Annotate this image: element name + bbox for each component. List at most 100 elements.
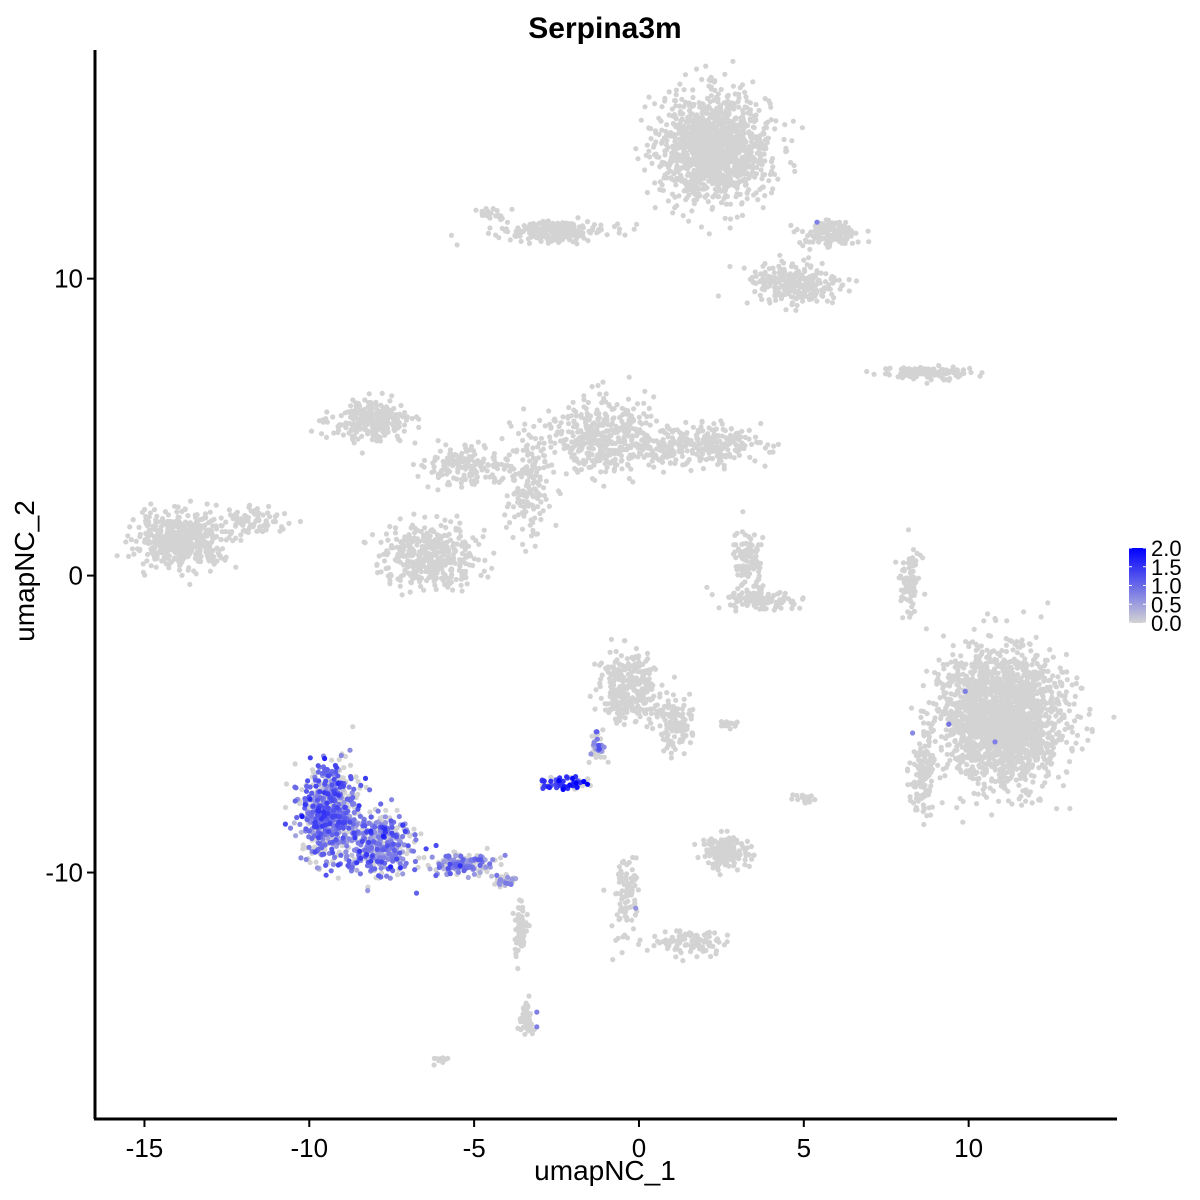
- data-point: [811, 291, 817, 297]
- data-point: [400, 572, 406, 578]
- data-point: [793, 273, 799, 279]
- data-point: [385, 537, 391, 543]
- data-point: [431, 464, 437, 470]
- data-point: [598, 222, 604, 228]
- data-point: [836, 219, 843, 225]
- data-point: [527, 223, 533, 229]
- data-point: [407, 571, 413, 577]
- data-point: [695, 147, 702, 153]
- data-point: [782, 122, 788, 128]
- data-point: [531, 231, 537, 237]
- data-point: [193, 526, 199, 532]
- data-point: [693, 432, 700, 438]
- data-point: [732, 91, 738, 97]
- data-point: [407, 589, 413, 595]
- data-point: [775, 176, 781, 182]
- data-point: [206, 544, 212, 551]
- chart-title: Serpina3m: [528, 12, 681, 45]
- data-point: [531, 423, 537, 429]
- data-point: [586, 432, 592, 438]
- data-point: [401, 422, 408, 428]
- data-point: [786, 286, 792, 292]
- data-point: [136, 524, 142, 531]
- data-point: [866, 239, 872, 245]
- data-point: [736, 138, 742, 144]
- data-point: [518, 238, 524, 244]
- data-point: [728, 593, 735, 600]
- data-point: [636, 414, 642, 420]
- data-point: [456, 535, 462, 541]
- data-point: [573, 413, 580, 419]
- data-point: [543, 478, 550, 484]
- data-point: [606, 440, 612, 446]
- data-point: [696, 100, 702, 106]
- data-point: [693, 66, 700, 72]
- data-point: [538, 499, 544, 505]
- data-point: [489, 565, 495, 571]
- data-point: [842, 234, 849, 240]
- data-point: [751, 603, 758, 609]
- data-point: [771, 443, 777, 449]
- data-point: [499, 436, 505, 442]
- data-point: [340, 432, 347, 438]
- data-point: [679, 443, 685, 449]
- data-point: [651, 142, 657, 148]
- data-point: [556, 423, 562, 429]
- data-point: [898, 598, 904, 604]
- data-point: [674, 167, 680, 173]
- data-point: [408, 580, 414, 586]
- data-point: [642, 167, 648, 173]
- data-point: [157, 527, 163, 533]
- data-point: [799, 273, 805, 280]
- data-point: [431, 528, 437, 535]
- data-point: [578, 414, 584, 420]
- data-point: [760, 534, 766, 541]
- data-point: [733, 608, 739, 614]
- data-point: [680, 139, 686, 145]
- data-point: [848, 231, 854, 237]
- data-point: [393, 412, 399, 418]
- data-point: [789, 261, 796, 267]
- data-point: [836, 233, 843, 239]
- data-point: [504, 493, 510, 499]
- data-point: [459, 568, 466, 575]
- data-point: [762, 285, 768, 291]
- data-point: [723, 201, 729, 207]
- data-point: [591, 462, 597, 468]
- data-point: [387, 577, 393, 583]
- data-point: [368, 400, 374, 406]
- data-point: [149, 549, 155, 555]
- data-point: [374, 435, 380, 441]
- data-point: [727, 225, 733, 231]
- data-point: [455, 457, 461, 463]
- data-point: [521, 406, 527, 412]
- data-point: [660, 469, 667, 475]
- data-point: [460, 574, 466, 580]
- data-point: [940, 372, 946, 378]
- data-point: [715, 91, 722, 97]
- data-point: [589, 476, 596, 482]
- data-point: [683, 419, 689, 425]
- data-point: [338, 413, 344, 419]
- data-point: [832, 229, 838, 235]
- data-point: [740, 131, 747, 137]
- data-point: [750, 143, 756, 149]
- data-point: [648, 136, 654, 142]
- data-point: [616, 226, 623, 232]
- data-point: [413, 414, 420, 420]
- data-point: [699, 419, 705, 425]
- data-point: [768, 190, 775, 196]
- data-point: [819, 235, 825, 241]
- data-point: [482, 445, 488, 451]
- data-point: [706, 231, 712, 237]
- data-point: [691, 441, 697, 447]
- data-point: [210, 554, 216, 560]
- data-point: [683, 126, 689, 132]
- data-point: [757, 292, 763, 298]
- data-point: [213, 502, 219, 508]
- data-point: [828, 236, 834, 242]
- data-point: [690, 94, 696, 101]
- data-point: [152, 537, 159, 543]
- data-point: [537, 474, 543, 480]
- data-point: [975, 780, 981, 787]
